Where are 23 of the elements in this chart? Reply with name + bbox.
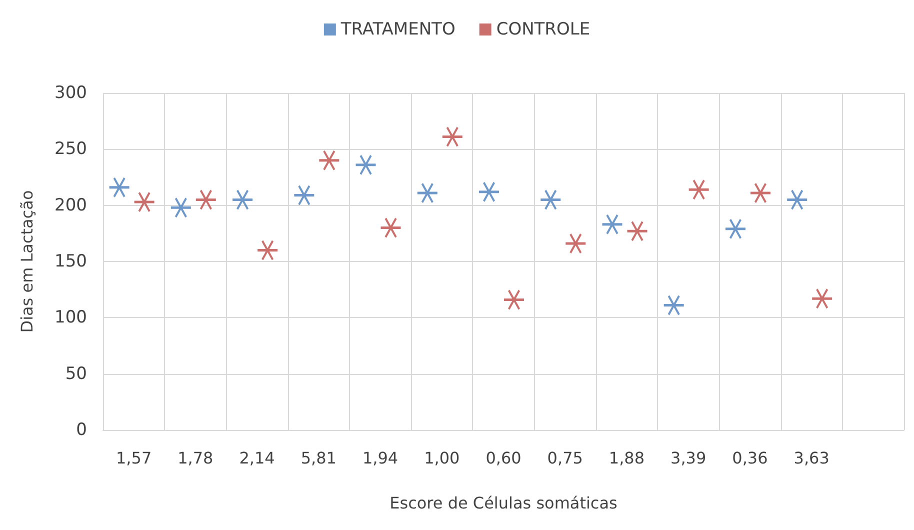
y-tick-label: 150 <box>54 252 87 272</box>
x-tick-label: 0,75 <box>547 448 583 468</box>
y-tick-label: 100 <box>54 308 87 328</box>
y-axis-title: Dias em Lactação <box>18 190 36 333</box>
x-tick-label: 1,00 <box>424 448 460 468</box>
x-tick-label: 0,36 <box>732 448 768 468</box>
y-tick-label: 300 <box>54 83 87 103</box>
legend-label: CONTROLE <box>496 20 590 40</box>
x-tick-label: 1,57 <box>116 448 152 468</box>
x-tick-label: 3,63 <box>794 448 830 468</box>
y-tick-label: 250 <box>54 139 87 160</box>
x-tick-label: 0,60 <box>486 448 522 468</box>
y-tick-label: 50 <box>65 364 87 384</box>
x-tick-label: 1,88 <box>608 448 645 468</box>
x-tick-label: 1,78 <box>178 448 214 468</box>
x-tick-label: 2,14 <box>239 448 275 468</box>
x-tick-label: 1,94 <box>362 448 398 468</box>
legend-label: TRATAMENTO <box>340 20 456 40</box>
x-axis-title: Escore de Células somáticas <box>390 494 618 512</box>
y-tick-label: 0 <box>76 420 87 440</box>
x-tick-label: 5,81 <box>300 448 336 468</box>
y-tick-label: 200 <box>54 195 87 216</box>
x-tick-label: 3,39 <box>670 448 706 468</box>
